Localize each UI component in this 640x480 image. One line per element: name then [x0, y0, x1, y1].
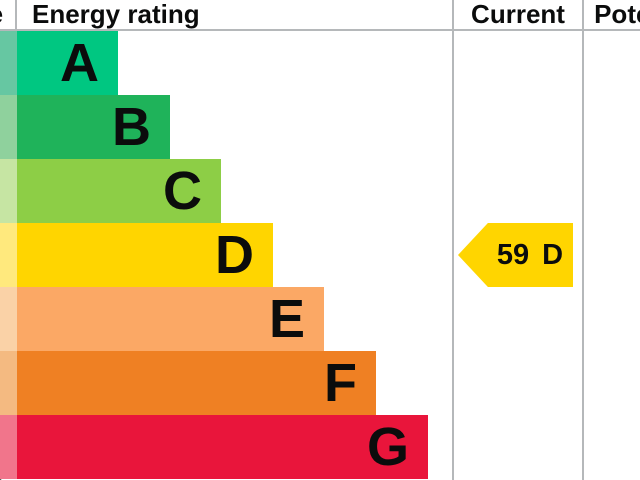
- score-column-header: Score: [0, 0, 95, 29]
- score-range-cell: 92+: [0, 31, 17, 95]
- current-rating-score: 59: [496, 238, 530, 271]
- rating-letter: B: [112, 97, 151, 157]
- rating-bar: B: [17, 95, 170, 159]
- potential-column-divider-line: [582, 0, 584, 480]
- score-range-cell: 39-54: [0, 287, 17, 351]
- rating-bar: E: [17, 287, 324, 351]
- rating-letter: C: [163, 161, 202, 221]
- current-rating-arrow: 59 D: [458, 223, 573, 287]
- energy-rating-column-header: Energy rating: [32, 0, 200, 29]
- rating-bar: A: [17, 31, 118, 95]
- current-rating-band: D: [542, 238, 564, 271]
- potential-column-header: Potential: [594, 0, 640, 29]
- score-range-cell: 21-38: [0, 351, 17, 415]
- score-range-cell: 55-68: [0, 223, 17, 480]
- rating-letter: G: [366, 417, 409, 477]
- rating-letter: E: [268, 289, 305, 349]
- current-column-divider-line: [452, 0, 454, 480]
- rating-bar: D: [17, 223, 273, 287]
- rating-letter: F: [324, 353, 357, 413]
- score-column-divider-line: [15, 0, 17, 29]
- score-range-cell: 81-91: [0, 95, 17, 231]
- header-underline: [0, 29, 640, 31]
- current-column-header: Current: [471, 0, 565, 29]
- score-range-cell: 1-20: [0, 415, 17, 479]
- score-range-cell: 69-80: [0, 159, 17, 359]
- rating-bar: F: [17, 351, 376, 415]
- rating-bar: G: [17, 415, 428, 479]
- rating-letter: A: [60, 33, 99, 93]
- rating-bar: C: [17, 159, 221, 223]
- rating-letter: D: [215, 225, 254, 285]
